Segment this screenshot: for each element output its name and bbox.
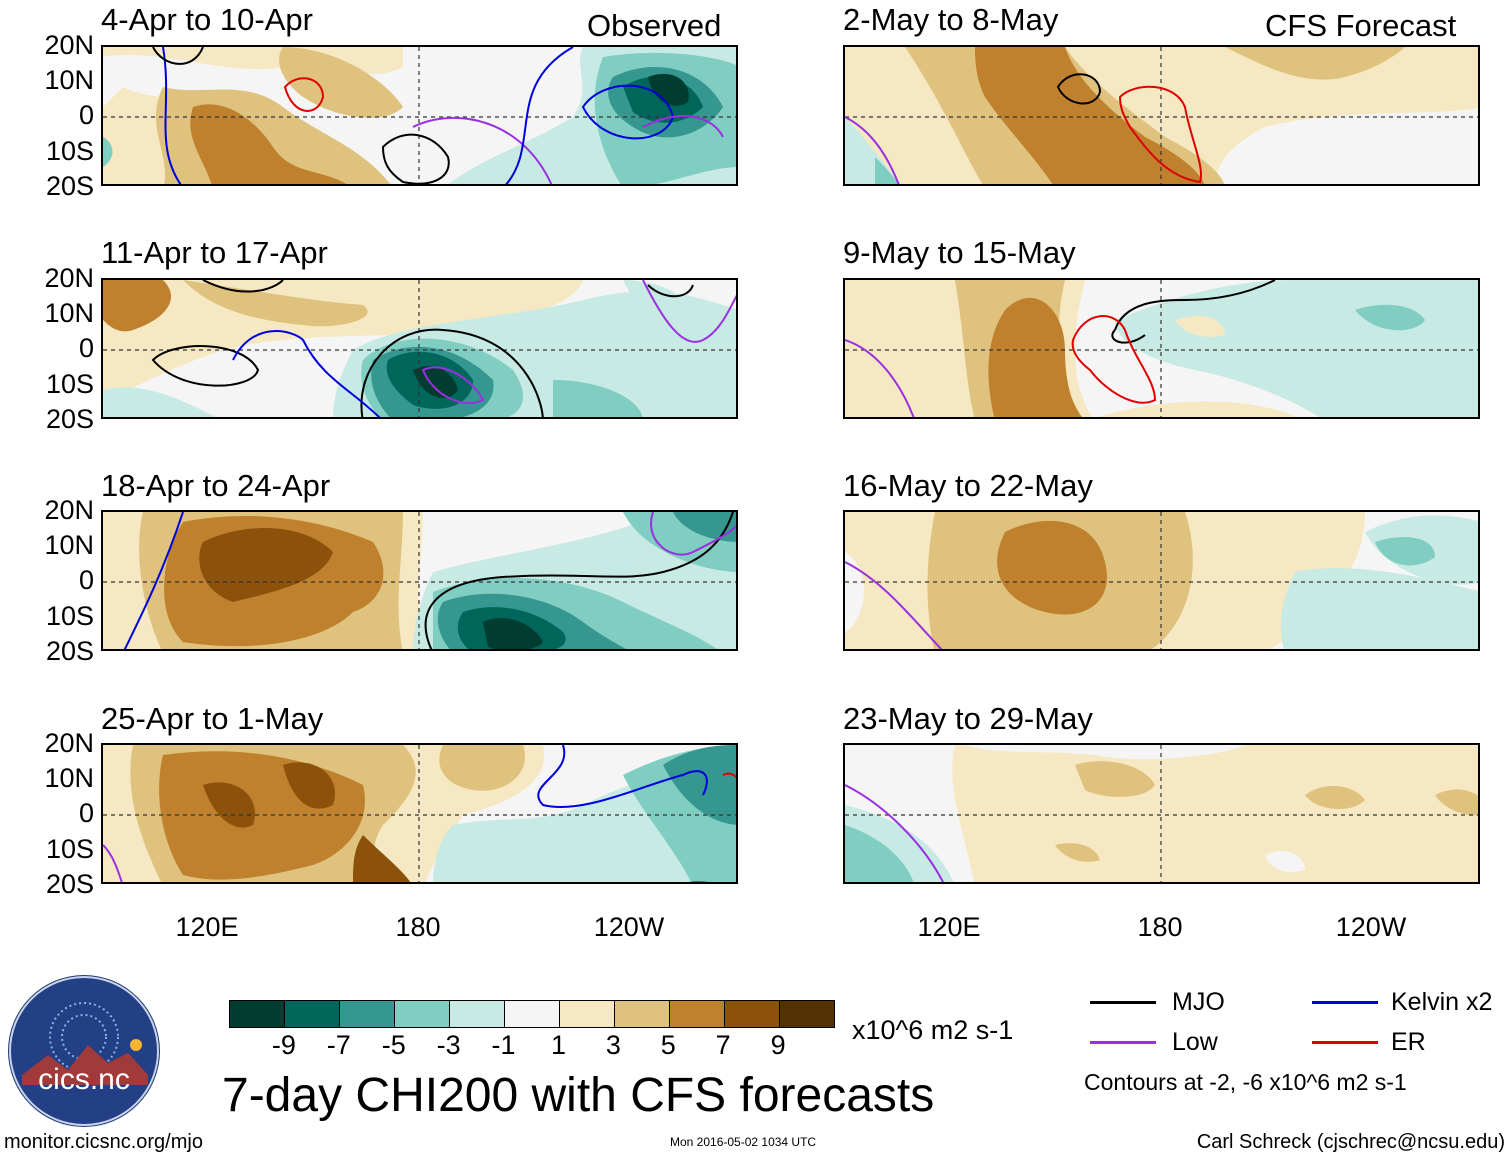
legend-line-er bbox=[1312, 1041, 1378, 1044]
colorbar-swatch bbox=[450, 1001, 505, 1027]
colorbar-swatch bbox=[780, 1001, 834, 1027]
lon-label: 120E bbox=[175, 912, 239, 942]
legend-label-low: Low bbox=[1172, 1028, 1218, 1056]
colorbar-swatch bbox=[505, 1001, 560, 1027]
lat-label: 20N bbox=[44, 30, 94, 60]
logo-text: cics.nc bbox=[38, 1063, 130, 1096]
lat-label: 20N bbox=[44, 728, 94, 758]
map-panel-p6 bbox=[843, 278, 1480, 419]
panel-title-p6: 9-May to 15-May bbox=[843, 235, 1076, 270]
colorbar-tick-label: -7 bbox=[326, 1030, 351, 1060]
colorbar-tick-label: -1 bbox=[491, 1030, 516, 1060]
legend-label-er: ER bbox=[1391, 1028, 1426, 1056]
lat-label: 10S bbox=[45, 369, 94, 399]
cics-logo: cics.nc bbox=[8, 975, 160, 1127]
colorbar-tick-label: -3 bbox=[436, 1030, 461, 1060]
panel-title-p5: 2-May to 8-May bbox=[843, 2, 1059, 37]
map-panel-p2 bbox=[101, 278, 738, 419]
map-panel-p7 bbox=[843, 510, 1480, 651]
colorbar-units: x10^6 m2 s-1 bbox=[852, 1015, 1014, 1045]
map-panel-p4 bbox=[101, 743, 738, 884]
map-panel-p5 bbox=[843, 45, 1480, 186]
colorbar-tick-label: -9 bbox=[271, 1030, 296, 1060]
colorbar-tick-label: -5 bbox=[381, 1030, 406, 1060]
lat-label: 0 bbox=[78, 333, 94, 363]
colorbar-swatch bbox=[560, 1001, 615, 1027]
panel-title-p8: 23-May to 29-May bbox=[843, 701, 1093, 736]
lat-label: 10N bbox=[44, 65, 94, 95]
colorbar-tick-label: 7 bbox=[715, 1030, 731, 1060]
footer-author: Carl Schreck (cjschrec@ncsu.edu) bbox=[1196, 1131, 1505, 1153]
panel-title-p7: 16-May to 22-May bbox=[843, 468, 1093, 503]
legend-label-kelvin: Kelvin x2 bbox=[1391, 988, 1493, 1016]
lat-label: 0 bbox=[78, 565, 94, 595]
forecast-label: CFS Forecast bbox=[1265, 8, 1457, 43]
colorbar-tick-label: 9 bbox=[770, 1030, 786, 1060]
map-panel-p8 bbox=[843, 743, 1480, 884]
colorbar-swatch bbox=[340, 1001, 395, 1027]
contour-note: Contours at -2, -6 x10^6 m2 s-1 bbox=[1084, 1069, 1407, 1095]
colorbar-swatch bbox=[615, 1001, 670, 1027]
lat-label: 0 bbox=[78, 798, 94, 828]
legend-label-mjo: MJO bbox=[1172, 988, 1225, 1016]
panel-title-p2: 11-Apr to 17-Apr bbox=[101, 235, 328, 270]
colorbar-swatch bbox=[725, 1001, 780, 1027]
footer-timestamp: Mon 2016-05-02 1034 UTC bbox=[670, 1135, 817, 1149]
colorbar-swatch bbox=[285, 1001, 340, 1027]
lat-label: 10S bbox=[45, 601, 94, 631]
colorbar bbox=[229, 1000, 835, 1028]
lon-label: 120E bbox=[917, 912, 981, 942]
lat-label: 20S bbox=[45, 869, 94, 899]
colorbar-swatch bbox=[230, 1001, 285, 1027]
map-panel-p3 bbox=[101, 510, 738, 651]
lon-label: 180 bbox=[395, 912, 441, 942]
colorbar-swatch bbox=[395, 1001, 450, 1027]
lat-label: 10N bbox=[44, 763, 94, 793]
panel-title-p3: 18-Apr to 24-Apr bbox=[101, 468, 331, 503]
chart-title: 7-day CHI200 with CFS forecasts bbox=[222, 1069, 935, 1122]
colorbar-tick-label: 3 bbox=[605, 1030, 621, 1060]
lon-label: 120W bbox=[1335, 912, 1407, 942]
panel-title-p4: 25-Apr to 1-May bbox=[101, 701, 324, 736]
colorbar-tick-label: 5 bbox=[660, 1030, 676, 1060]
map-panel-p1 bbox=[101, 45, 738, 186]
legend-line-kelvin bbox=[1312, 1001, 1378, 1004]
colorbar-tick-label: 1 bbox=[550, 1030, 566, 1060]
footer-url[interactable]: monitor.cicsnc.org/mjo bbox=[4, 1131, 203, 1153]
legend-line-low bbox=[1090, 1041, 1156, 1044]
lon-label: 120W bbox=[593, 912, 665, 942]
lat-label: 20N bbox=[44, 263, 94, 293]
lat-label: 0 bbox=[78, 100, 94, 130]
colorbar-swatch bbox=[670, 1001, 725, 1027]
lat-label: 10N bbox=[44, 298, 94, 328]
legend-line-mjo bbox=[1090, 1001, 1156, 1004]
lat-label: 10S bbox=[45, 136, 94, 166]
lat-label: 20S bbox=[45, 404, 94, 434]
lat-label: 10N bbox=[44, 530, 94, 560]
lat-label: 20S bbox=[45, 636, 94, 666]
lat-label: 10S bbox=[45, 834, 94, 864]
observed-label: Observed bbox=[587, 8, 722, 43]
lon-label: 180 bbox=[1137, 912, 1183, 942]
lat-label: 20N bbox=[44, 495, 94, 525]
panel-title-p1: 4-Apr to 10-Apr bbox=[101, 2, 313, 37]
lat-label: 20S bbox=[45, 171, 94, 201]
